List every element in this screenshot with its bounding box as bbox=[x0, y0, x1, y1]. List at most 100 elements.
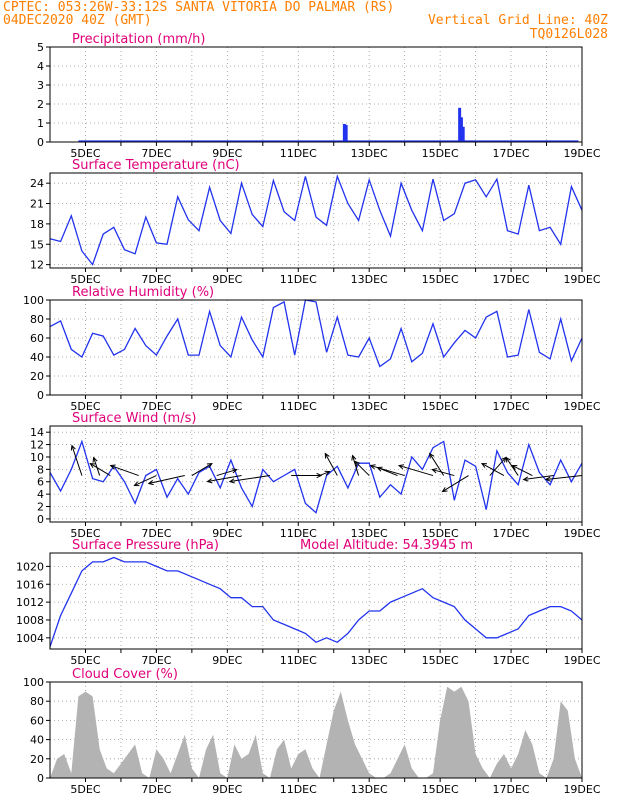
panel-4-wind-arrowhead bbox=[544, 476, 551, 482]
panel-2-xtick-label: 13DEC bbox=[351, 273, 388, 286]
panel-2-xtick-label: 19DEC bbox=[563, 273, 600, 286]
panel-4-ytick-label: 4 bbox=[37, 488, 44, 501]
panel-3-xtick-label: 17DEC bbox=[493, 400, 530, 413]
panel-3-ytick-label: 60 bbox=[30, 332, 44, 345]
panel-4-xtick-label: 9DEC bbox=[212, 527, 242, 540]
panel-4-wind-arrow bbox=[71, 445, 83, 476]
panel-4-wind-arrow bbox=[523, 475, 554, 481]
panel-2-xtick-label: 5DEC bbox=[70, 273, 100, 286]
panel-6-ytick-label: 20 bbox=[30, 753, 44, 766]
panel-4-wind-arrowhead bbox=[324, 452, 330, 459]
panel-4-wind-arrow bbox=[207, 475, 242, 483]
panel-1-bar bbox=[344, 124, 348, 142]
panel-4-ytick-label: 6 bbox=[37, 476, 44, 489]
panel-4-wind-arrow bbox=[90, 463, 111, 476]
panel-6-ytick-label: 60 bbox=[30, 714, 44, 727]
panel-3-xtick-label: 13DEC bbox=[351, 400, 388, 413]
panel-6-ytick-label: 40 bbox=[30, 734, 44, 747]
panel-4-wind-arrowhead bbox=[133, 481, 140, 487]
panel-4-wind-arrowhead bbox=[511, 465, 518, 470]
panel-5-ytick-label: 1004 bbox=[16, 632, 44, 645]
panel-4-wind-arrowhead bbox=[89, 462, 96, 469]
panel-1-ytick-label: 3 bbox=[37, 79, 44, 92]
panel-4-wind-arrow bbox=[354, 461, 370, 476]
header-grid-line: Vertical Grid Line: 40Z bbox=[427, 13, 608, 28]
panel-5-annotation: Model Altitude: 54.3945 m bbox=[300, 538, 473, 553]
panel-3-frame bbox=[49, 299, 583, 396]
panel-4-frame bbox=[49, 425, 583, 523]
panel-3-xtick-label: 11DEC bbox=[280, 400, 317, 413]
panel-1-xtick-label: 7DEC bbox=[141, 147, 171, 160]
panel-4-wind-arrowhead bbox=[109, 464, 116, 470]
panel-6-xtick-label: 15DEC bbox=[422, 783, 459, 796]
panel-2-xtick-label: 15DEC bbox=[422, 273, 459, 286]
panel-1-xtick-label: 5DEC bbox=[70, 147, 100, 160]
panel-4-wind-arrow bbox=[432, 469, 455, 477]
panel-4-wind-arrow bbox=[545, 475, 583, 481]
panel-1-title: Precipitation (mm/h) bbox=[72, 32, 205, 47]
panel-3-line bbox=[49, 299, 583, 368]
panel-1-bar bbox=[461, 126, 465, 142]
panel-1-frame bbox=[49, 46, 583, 143]
panel-4-xtick-label: 15DEC bbox=[422, 527, 459, 540]
panel-4-ytick-label: 2 bbox=[37, 501, 44, 514]
panel-4-wind-arrowhead bbox=[354, 460, 361, 467]
panel-5-xtick-label: 5DEC bbox=[70, 654, 100, 667]
panel-3-xtick-label: 15DEC bbox=[422, 400, 459, 413]
panel-4-line bbox=[49, 439, 583, 514]
panel-4-wind-arrowhead bbox=[206, 478, 213, 484]
panel-4-wind-arrow bbox=[505, 457, 519, 476]
panel-3-ytick-label: 80 bbox=[30, 313, 44, 326]
panel-4-xtick-label: 13DEC bbox=[351, 527, 388, 540]
panel-4-wind-arrowhead bbox=[522, 476, 529, 482]
panel-4-wind-arrowhead bbox=[231, 468, 238, 474]
panel-1-ytick-label: 4 bbox=[37, 60, 44, 73]
panel-4-wind-arrow bbox=[110, 465, 139, 477]
panel-4-wind-arrowhead bbox=[92, 456, 98, 463]
panel-4-wind-arrow bbox=[319, 471, 330, 477]
panel-4-wind-arrow bbox=[398, 465, 434, 477]
panel-5-xtick-label: 9DEC bbox=[212, 654, 242, 667]
panel-2-ytick-label: 24 bbox=[30, 177, 44, 190]
panel-5-title: Surface Pressure (hPa) bbox=[72, 538, 219, 553]
panel-4-ytick-label: 0 bbox=[37, 513, 44, 526]
panel-4-wind-arrow bbox=[481, 463, 505, 476]
panel-4-wind-arrowhead bbox=[316, 472, 323, 479]
panel-6-xtick-label: 5DEC bbox=[70, 783, 100, 796]
panel-5-ytick-label: 1012 bbox=[16, 596, 44, 609]
panel-2-line bbox=[49, 174, 583, 266]
panel-3-xtick-label: 9DEC bbox=[212, 400, 242, 413]
panel-6-frame bbox=[49, 681, 583, 779]
panel-4-wind-arrowhead bbox=[397, 464, 405, 470]
panel-4-xtick-label: 5DEC bbox=[70, 527, 100, 540]
panel-5-ytick-label: 1008 bbox=[16, 614, 44, 627]
panel-4-wind-arrow bbox=[324, 453, 338, 476]
panel-2-frame bbox=[49, 172, 583, 269]
panel-4-wind-arrow bbox=[489, 457, 507, 476]
panel-3-ytick-label: 0 bbox=[37, 389, 44, 402]
panel-4-wind-arrowhead bbox=[431, 468, 438, 474]
panel-4-ytick-label: 8 bbox=[37, 463, 44, 476]
panel-3-xtick-label: 5DEC bbox=[70, 400, 100, 413]
panel-5-frame bbox=[49, 552, 583, 650]
header-run-date: 04DEC2020 40Z (GMT) bbox=[3, 13, 152, 28]
panel-4-wind-arrowhead bbox=[505, 456, 511, 463]
panel-3-ytick-label: 20 bbox=[30, 370, 44, 383]
panel-6-title: Cloud Cover (%) bbox=[72, 667, 178, 682]
panel-5-xtick-label: 7DEC bbox=[141, 654, 171, 667]
panel-2-ytick-label: 18 bbox=[30, 218, 44, 231]
panel-6-ytick-label: 0 bbox=[37, 772, 44, 785]
panel-5-xtick-label: 19DEC bbox=[563, 654, 600, 667]
panel-4-ytick-label: 12 bbox=[30, 439, 44, 452]
panel-6-area bbox=[50, 686, 582, 778]
panel-5-xtick-label: 11DEC bbox=[280, 654, 317, 667]
panel-4-title: Surface Wind (m/s) bbox=[72, 411, 196, 426]
panel-1-bar bbox=[459, 117, 463, 142]
panel-4-wind-arrowhead bbox=[429, 452, 435, 459]
panel-1-xtick-label: 13DEC bbox=[351, 147, 388, 160]
panel-3-xtick-label: 19DEC bbox=[563, 400, 600, 413]
panel-2-xtick-label: 7DEC bbox=[141, 273, 171, 286]
panel-2-title: Surface Temperature (nC) bbox=[72, 158, 240, 173]
panel-1-xtick-label: 17DEC bbox=[493, 147, 530, 160]
